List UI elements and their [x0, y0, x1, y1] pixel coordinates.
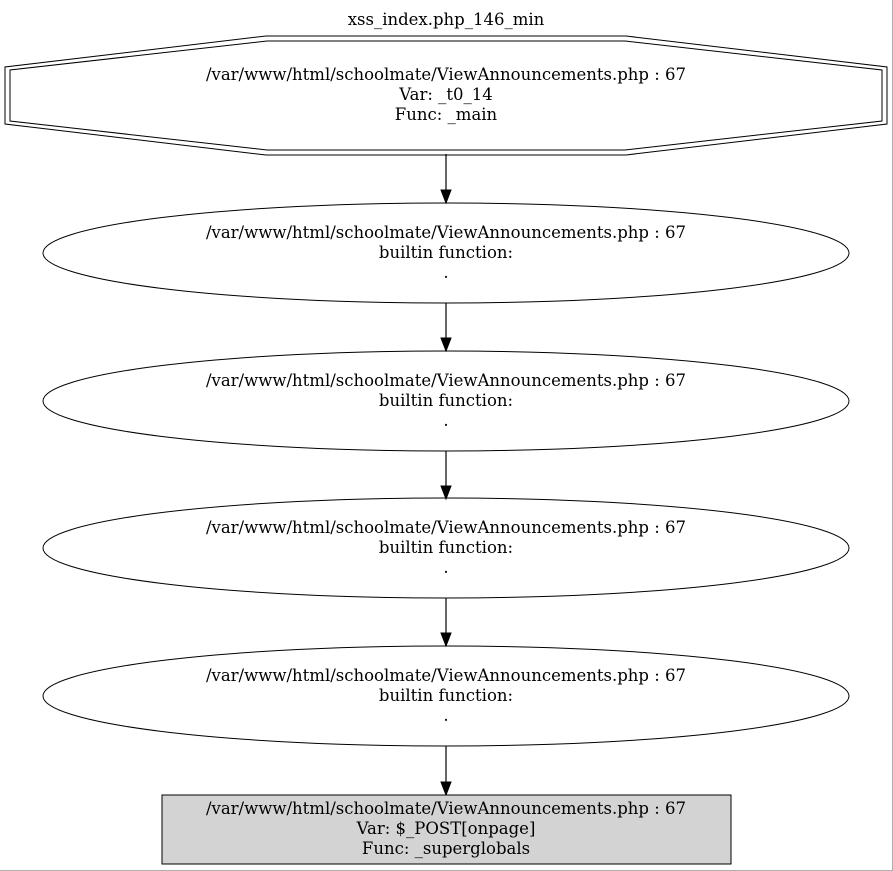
- arrowhead: [440, 337, 452, 353]
- ellipse-shape: [42, 202, 850, 304]
- node-source-post-onpage: /var/www/html/schoolmate/ViewAnnouncemen…: [161, 794, 732, 865]
- node-builtin-function-1: /var/www/html/schoolmate/ViewAnnouncemen…: [42, 202, 850, 304]
- node-builtin-label: builtin function:: [379, 243, 513, 262]
- node-sink-var-t0-14: /var/www/html/schoolmate/ViewAnnouncemen…: [4, 35, 888, 156]
- double-octagon-outer: [4, 35, 888, 156]
- node-builtin-function-2: /var/www/html/schoolmate/ViewAnnouncemen…: [42, 350, 850, 452]
- node-func-label: Func: _main: [395, 105, 498, 124]
- arrowhead: [440, 485, 452, 501]
- node-file-label: /var/www/html/schoolmate/ViewAnnouncemen…: [206, 518, 686, 537]
- node-file-label: /var/www/html/schoolmate/ViewAnnouncemen…: [206, 799, 686, 818]
- graph-title: xss_index.php_146_min: [348, 10, 545, 29]
- node-dot-label: .: [443, 706, 448, 725]
- node-builtin-label: builtin function:: [379, 538, 513, 557]
- edge-n3-n4: [440, 598, 452, 648]
- double-octagon-inner: [9, 40, 883, 151]
- node-dot-label: .: [443, 263, 448, 282]
- edge-n4-n5: [440, 746, 452, 797]
- edge-n2-n3: [440, 451, 452, 501]
- arrowhead: [440, 189, 452, 205]
- node-dot-label: .: [443, 558, 448, 577]
- node-func-label: Func: _superglobals: [362, 839, 530, 858]
- box-shape: [161, 794, 732, 865]
- arrowhead: [440, 632, 452, 648]
- ellipse-shape: [42, 497, 850, 599]
- edge-n0-n1: [440, 154, 452, 205]
- node-file-label: /var/www/html/schoolmate/ViewAnnouncemen…: [206, 666, 686, 685]
- node-file-label: /var/www/html/schoolmate/ViewAnnouncemen…: [206, 223, 686, 242]
- node-builtin-function-4: /var/www/html/schoolmate/ViewAnnouncemen…: [42, 645, 850, 747]
- node-file-label: /var/www/html/schoolmate/ViewAnnouncemen…: [206, 65, 686, 84]
- node-dot-label: .: [443, 411, 448, 430]
- node-builtin-function-3: /var/www/html/schoolmate/ViewAnnouncemen…: [42, 497, 850, 599]
- ellipse-shape: [42, 350, 850, 452]
- node-var-label: Var: $_POST[onpage]: [356, 819, 536, 838]
- edge-n1-n2: [440, 303, 452, 353]
- ellipse-shape: [42, 645, 850, 747]
- node-file-label: /var/www/html/schoolmate/ViewAnnouncemen…: [206, 371, 686, 390]
- node-builtin-label: builtin function:: [379, 686, 513, 705]
- node-var-label: Var: _t0_14: [398, 85, 493, 104]
- arrowhead: [440, 781, 452, 797]
- node-builtin-label: builtin function:: [379, 391, 513, 410]
